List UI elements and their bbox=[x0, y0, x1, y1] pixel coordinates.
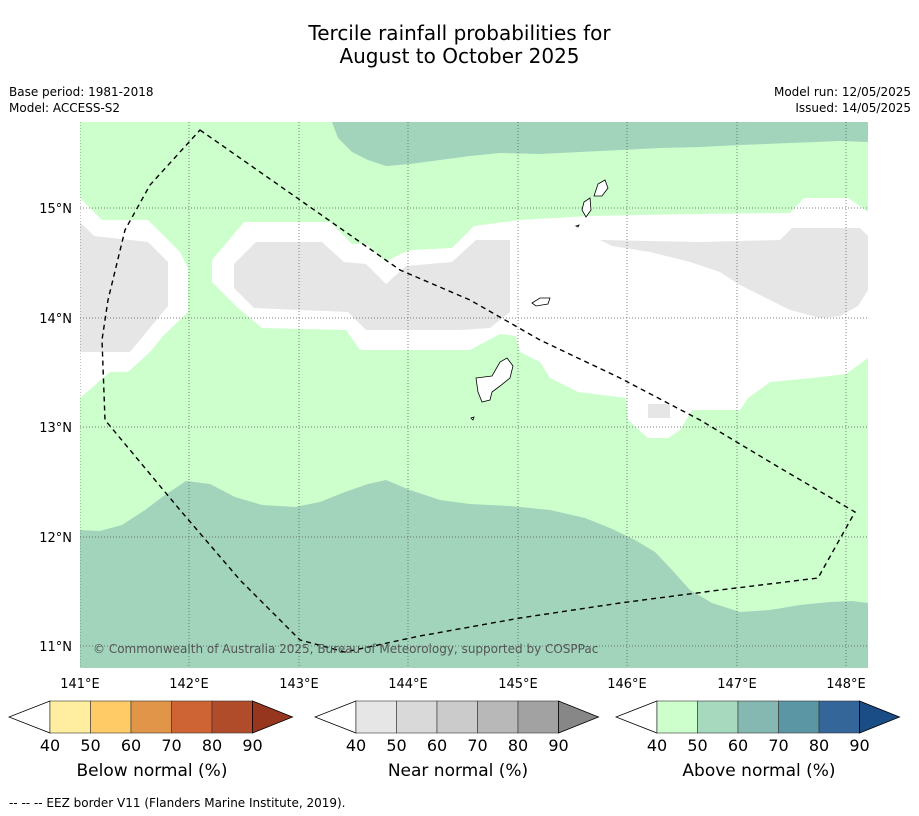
island-rota bbox=[531, 297, 551, 307]
colorbar-tick-label: 50 bbox=[80, 736, 100, 755]
near-normal-region-central bbox=[234, 240, 510, 330]
lon-tick-146: 146°E bbox=[607, 677, 647, 692]
lat-tick-14: 14°N bbox=[39, 312, 72, 327]
colorbar-tick-label: 50 bbox=[386, 736, 406, 755]
colorbar-tick-label: 50 bbox=[687, 736, 707, 755]
lat-tick-11: 11°N bbox=[39, 640, 72, 655]
colorbar-tick-label: 40 bbox=[346, 736, 366, 755]
colorbar-segment bbox=[477, 700, 519, 734]
colorbar-segment bbox=[517, 700, 559, 734]
above-normal-colorbar: 40 50 60 70 80 90 bbox=[615, 700, 901, 755]
model-run: Model run: 12/05/2025 bbox=[773, 85, 911, 99]
colorbar-tick-label: 90 bbox=[548, 736, 568, 755]
colorbar-tick-label: 40 bbox=[647, 736, 667, 755]
lat-tick-labels: 15°N 14°N 13°N 12°N 11°N bbox=[39, 202, 72, 655]
colorbar-tick-label: 60 bbox=[427, 736, 447, 755]
colorbar-segment bbox=[697, 700, 739, 734]
colorbar-tick-label: 60 bbox=[728, 736, 748, 755]
gridlines bbox=[80, 122, 868, 668]
eez-footnote: -- -- -- EEZ border V11 (Flanders Marine… bbox=[9, 796, 346, 810]
lat-tick-15: 15°N bbox=[39, 202, 72, 217]
colorbar-segment bbox=[130, 700, 172, 734]
colorbar-segment bbox=[818, 700, 860, 734]
colorbar-segment bbox=[49, 700, 91, 734]
colorbar-tick-label: 80 bbox=[508, 736, 528, 755]
map-plot-area: © Commonwealth of Australia 2025, Bureau… bbox=[80, 122, 868, 668]
lon-tick-labels: 141°E 142°E 143°E 144°E 145°E 146°E 147°… bbox=[60, 677, 866, 692]
colorbar-tick-label: 70 bbox=[768, 736, 788, 755]
lon-tick-148: 148°E bbox=[826, 677, 866, 692]
lon-tick-147: 147°E bbox=[717, 677, 757, 692]
lat-tick-12: 12°N bbox=[39, 531, 72, 546]
near-normal-title: Near normal (%) bbox=[387, 761, 529, 781]
below-normal-colorbar: 40 50 60 70 80 90 bbox=[8, 700, 294, 755]
above-normal-title: Above normal (%) bbox=[682, 761, 836, 781]
above-50-region-south bbox=[80, 480, 868, 668]
lon-tick-141: 141°E bbox=[60, 677, 100, 692]
eez-border bbox=[101, 129, 856, 653]
near-normal-region-small bbox=[648, 404, 670, 418]
colorbar-segment bbox=[436, 700, 478, 734]
lon-tick-144: 144°E bbox=[388, 677, 428, 692]
colorbar-tick-label: 70 bbox=[467, 736, 487, 755]
colorbar-tick-label: 90 bbox=[242, 736, 262, 755]
below-normal-title: Below normal (%) bbox=[76, 761, 228, 781]
near-normal-colorbar: 40 50 60 70 80 90 bbox=[314, 700, 600, 755]
island-tinian bbox=[581, 197, 592, 218]
colorbar-segment bbox=[90, 700, 132, 734]
copyright-text: © Commonwealth of Australia 2025, Bureau… bbox=[93, 642, 598, 656]
colorbar-segment bbox=[396, 700, 438, 734]
colorbar-high-arrow bbox=[252, 700, 294, 734]
island-cocos bbox=[470, 416, 475, 421]
chart-title: Tercile rainfall probabilities for Augus… bbox=[0, 22, 919, 68]
meta-left: Base period: 1981-2018 Model: ACCESS-S2 bbox=[9, 84, 154, 116]
model-name: Model: ACCESS-S2 bbox=[9, 101, 121, 115]
colorbar-low-arrow bbox=[615, 700, 658, 734]
above-50-region-north bbox=[332, 122, 868, 166]
issued-date: Issued: 14/05/2025 bbox=[795, 101, 911, 115]
island-aguijan bbox=[574, 224, 580, 228]
near-normal-region-west bbox=[80, 222, 168, 352]
island-guam bbox=[475, 357, 514, 403]
colorbar-segment bbox=[211, 700, 253, 734]
title-line-1: Tercile rainfall probabilities for bbox=[308, 21, 611, 45]
colorbar-segment bbox=[778, 700, 820, 734]
colorbar-high-arrow bbox=[859, 700, 901, 734]
near-normal-region-east bbox=[600, 228, 868, 318]
lon-tick-145: 145°E bbox=[498, 677, 538, 692]
colorbar-tick-label: 80 bbox=[202, 736, 222, 755]
colorbar-segment bbox=[656, 700, 698, 734]
colorbar-tick-label: 70 bbox=[161, 736, 181, 755]
colorbar-high-arrow bbox=[558, 700, 600, 734]
meta-right: Model run: 12/05/2025 Issued: 14/05/2025 bbox=[774, 84, 911, 116]
island-saipan bbox=[593, 179, 609, 197]
colorbar-tick-label: 60 bbox=[121, 736, 141, 755]
colorbar-tick-label: 40 bbox=[40, 736, 60, 755]
colorbar-tick-label: 90 bbox=[849, 736, 869, 755]
colorbar-segment bbox=[355, 700, 397, 734]
colorbar-tick-label: 80 bbox=[809, 736, 829, 755]
colorbar-segment bbox=[171, 700, 213, 734]
base-period: Base period: 1981-2018 bbox=[9, 85, 154, 99]
lon-tick-142: 142°E bbox=[169, 677, 209, 692]
colorbar-low-arrow bbox=[8, 700, 51, 734]
title-line-2: August to October 2025 bbox=[339, 44, 580, 68]
colorbar-segment bbox=[737, 700, 779, 734]
lon-tick-143: 143°E bbox=[279, 677, 319, 692]
lat-tick-13: 13°N bbox=[39, 421, 72, 436]
island-outlines bbox=[470, 179, 609, 421]
colorbar-low-arrow bbox=[314, 700, 357, 734]
